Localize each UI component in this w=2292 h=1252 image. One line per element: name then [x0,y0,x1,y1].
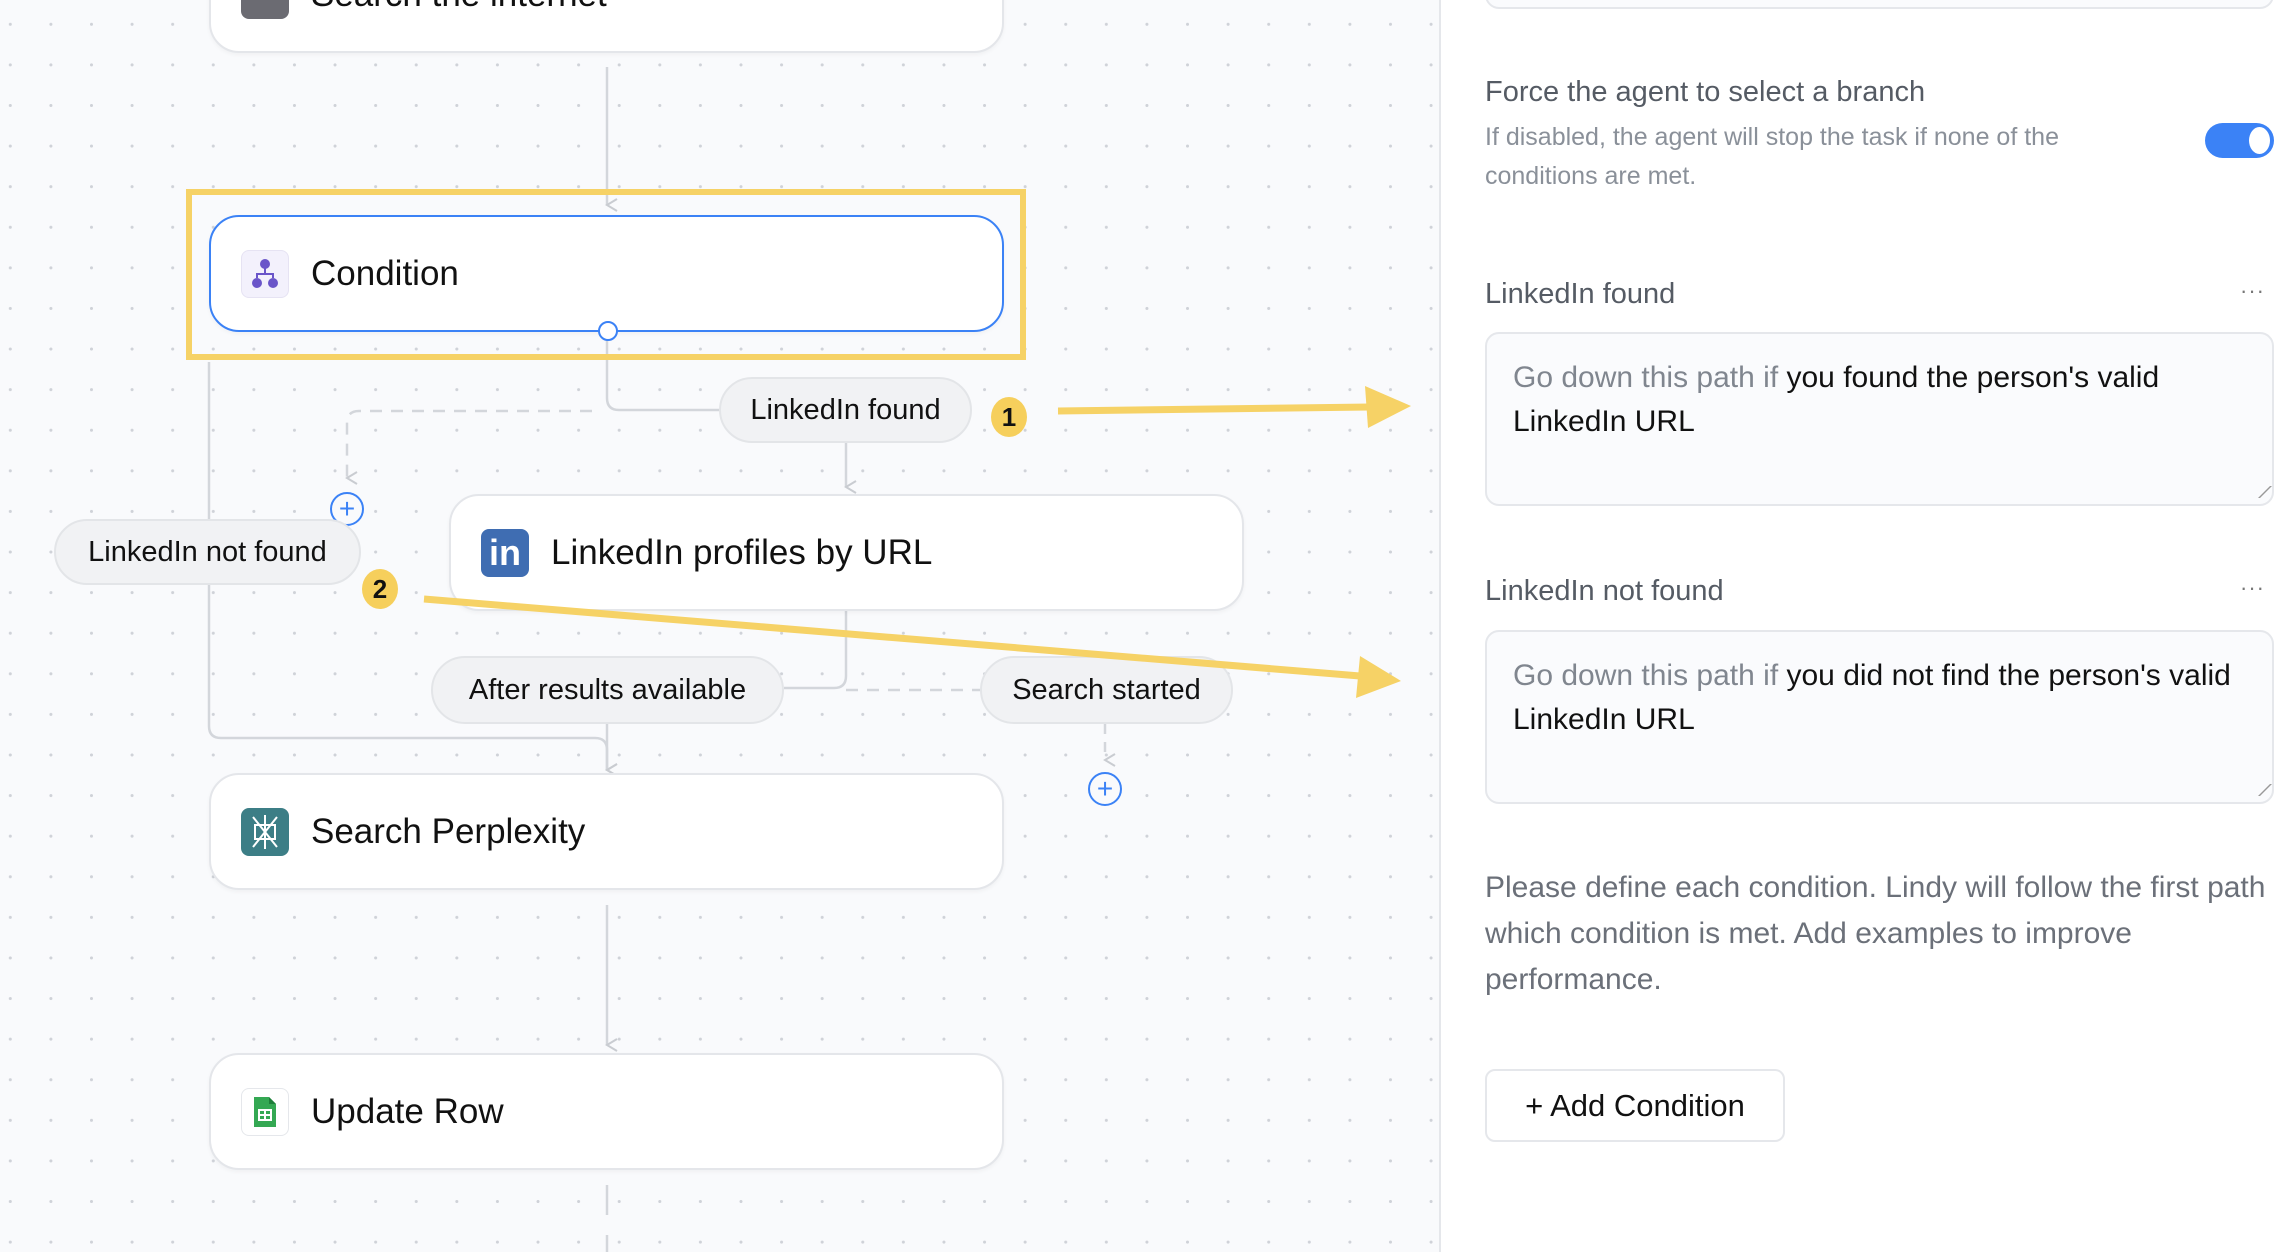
node-search-perplexity[interactable]: Search Perplexity [209,773,1004,890]
toggle-knob [2249,127,2270,154]
annotation-badge-1: 1 [991,397,1027,437]
node-linkedin-profiles[interactable]: in LinkedIn profiles by URL [449,494,1244,611]
condition-input[interactable]: Go down this path if you found the perso… [1485,332,2274,506]
node-update-row[interactable]: Update Row [209,1053,1004,1170]
help-text: Please define each condition. Lindy will… [1485,871,2266,996]
search-globe-icon [241,0,289,19]
force-branch-description: If disabled, the agent will stop the tas… [1485,123,2059,190]
node-search-internet[interactable]: Search the internet [209,0,1004,53]
resize-handle-icon[interactable] [2246,784,2272,796]
condition-input[interactable]: Go down this path if you did not find th… [1485,630,2274,804]
previous-field[interactable] [1485,0,2274,9]
workflow-canvas[interactable]: Search the internet Condition LinkedIn f… [0,0,1439,1252]
annotation-badge-2: 2 [362,569,398,609]
highlight-box [186,189,1026,360]
branch-linkedin-not-found[interactable]: LinkedIn not found [54,519,361,585]
more-options-icon[interactable]: ··· [2240,575,2265,600]
force-branch-toggle[interactable] [2205,123,2274,158]
output-handle[interactable] [598,321,618,341]
condition-settings-panel [1439,0,2292,1252]
add-step-button[interactable]: + [1088,772,1122,806]
add-condition-button[interactable]: + Add Condition [1485,1069,1785,1142]
google-sheets-icon [241,1087,289,1136]
condition-label[interactable]: LinkedIn not found [1485,575,1724,607]
branch-linkedin-found[interactable]: LinkedIn found [719,377,972,443]
branch-search-started[interactable]: Search started [980,656,1233,724]
resize-handle-icon[interactable] [2246,486,2272,498]
branch-icon [241,249,289,298]
branch-after-results[interactable]: After results available [431,656,784,724]
linkedin-icon: in [481,528,529,577]
force-branch-title: Force the agent to select a branch [1485,76,1926,108]
edge-condition-to-found [605,340,719,412]
node-condition[interactable]: Condition [209,215,1004,341]
condition-label[interactable]: LinkedIn found [1485,278,1676,310]
perplexity-icon [241,807,289,856]
edge-found-dashed [345,409,592,485]
more-options-icon[interactable]: ··· [2240,278,2265,303]
edge-linkedin-to-after [784,611,848,690]
